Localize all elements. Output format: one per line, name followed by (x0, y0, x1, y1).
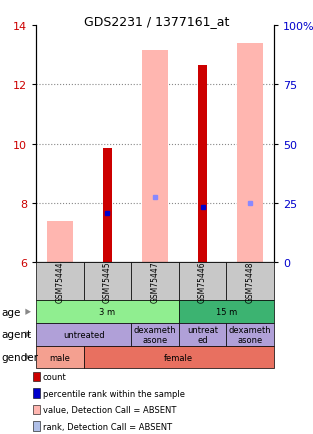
Text: rank, Detection Call = ABSENT: rank, Detection Call = ABSENT (43, 422, 172, 431)
Text: gender: gender (2, 352, 38, 362)
Text: count: count (43, 372, 67, 381)
Text: male: male (49, 353, 70, 362)
Text: female: female (164, 353, 193, 362)
Text: GSM75447: GSM75447 (151, 261, 159, 302)
Text: percentile rank within the sample: percentile rank within the sample (43, 389, 185, 398)
Text: GSM75444: GSM75444 (55, 261, 64, 302)
Bar (237, 44, 263, 263)
Text: 15 m: 15 m (216, 308, 237, 316)
Text: agent: agent (2, 330, 32, 339)
Text: GDS2231 / 1377161_at: GDS2231 / 1377161_at (84, 15, 229, 28)
Text: 3 m: 3 m (99, 308, 115, 316)
Bar (103, 149, 112, 263)
Text: dexameth
asone: dexameth asone (134, 325, 176, 344)
Bar (142, 51, 168, 263)
Text: GSM75445: GSM75445 (103, 261, 112, 302)
Text: untreat
ed: untreat ed (187, 325, 218, 344)
Bar (198, 66, 207, 263)
Bar (47, 221, 73, 263)
Text: untreated: untreated (63, 330, 104, 339)
Text: GSM75446: GSM75446 (198, 261, 207, 302)
Text: value, Detection Call = ABSENT: value, Detection Call = ABSENT (43, 405, 176, 414)
Text: age: age (2, 307, 21, 317)
Text: GSM75448: GSM75448 (246, 261, 254, 302)
Text: dexameth
asone: dexameth asone (229, 325, 271, 344)
